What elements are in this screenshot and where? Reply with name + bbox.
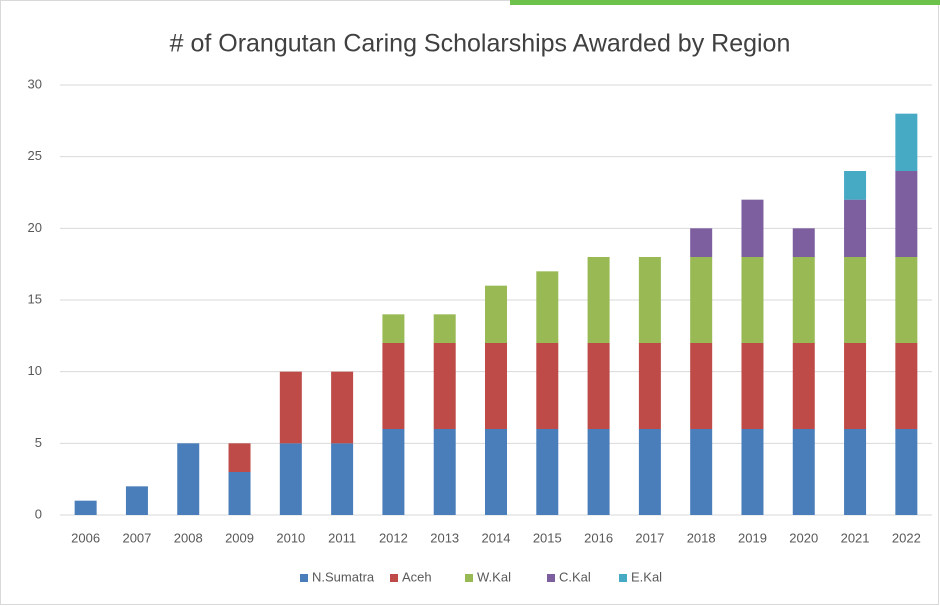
bar-segment [536,343,559,429]
bar-segment [895,171,918,257]
x-tick-label: 2006 [71,530,100,545]
bar-segment [792,228,815,257]
legend-swatch [390,574,398,582]
legend-swatch [619,574,627,582]
bar-segment [895,343,918,429]
x-tick-label: 2018 [687,530,716,545]
bar-segment [895,257,918,343]
legend-label: C.Kal [559,569,591,584]
bar-segment [844,429,867,515]
bar-segment [690,343,713,429]
y-tick-label: 20 [28,220,42,235]
bar-segment [895,429,918,515]
bar-segment [638,257,661,343]
bar-segment [279,371,302,444]
bar-segment [587,429,610,515]
y-tick-label: 15 [28,291,42,306]
bar-segment [792,429,815,515]
legend-swatch [300,574,308,582]
legend-label: W.Kal [477,569,511,584]
bar-segment [382,429,405,515]
x-tick-label: 2022 [892,530,921,545]
x-tick-label: 2015 [533,530,562,545]
x-tick-label: 2011 [328,530,356,545]
x-tick-label: 2012 [379,530,408,545]
x-tick-label: 2021 [841,530,870,545]
bar-segment [485,429,507,515]
bar-segment [536,429,559,515]
legend-label: E.Kal [631,569,662,584]
bar-segment [485,285,507,343]
bar-segment [690,429,713,515]
bar-segment [228,472,251,515]
bar-segment [331,443,354,515]
x-tick-label: 2020 [789,530,818,545]
x-tick-label: 2013 [430,530,459,545]
y-tick-label: 5 [35,435,42,450]
y-tick-label: 25 [28,148,42,163]
bar-segment [433,343,456,429]
y-tick-label: 0 [35,506,42,521]
bar-segment [792,257,815,343]
bar-segment [741,199,764,257]
bar-segment [638,429,661,515]
legend-label: Aceh [402,569,432,584]
bar-segment [433,314,456,343]
bar-segment [638,343,661,429]
bar-segment [279,443,302,515]
x-tick-label: 2019 [738,530,767,545]
bar-segment [228,443,251,472]
bar-segment [690,257,713,343]
bar-segment [844,199,867,257]
top-accent [510,0,940,5]
y-tick-label: 10 [28,363,42,378]
bar-segment [690,228,713,257]
legend-label: N.Sumatra [312,569,375,584]
bar-segment [74,500,97,515]
bar-segment [587,257,610,343]
legend-swatch [547,574,555,582]
legend-swatch [465,574,473,582]
x-tick-label: 2007 [122,530,151,545]
bar-segment [844,343,867,429]
bar-segment [485,343,507,429]
x-tick-label: 2016 [584,530,613,545]
bar-segment [433,429,456,515]
x-tick-label: 2010 [276,530,305,545]
bar-segment [382,314,405,343]
x-tick-label: 2008 [174,530,203,545]
bar-segment [741,343,764,429]
bar-segment [536,271,559,343]
bar-segment [895,113,918,171]
bar-segment [177,443,200,515]
bar-segment [741,257,764,343]
x-tick-label: 2017 [635,530,664,545]
x-tick-label: 2009 [225,530,254,545]
bar-segment [741,429,764,515]
y-tick-label: 30 [28,76,42,91]
bar-segment [587,343,610,429]
bar-segment [382,343,405,429]
bar-segment [792,343,815,429]
bar-segment [125,486,148,515]
chart-title: # of Orangutan Caring Scholarships Award… [170,30,791,58]
bar-segment [844,257,867,343]
bar-segment [331,371,354,444]
x-tick-label: 2014 [482,530,511,545]
bar-segment [844,171,867,200]
